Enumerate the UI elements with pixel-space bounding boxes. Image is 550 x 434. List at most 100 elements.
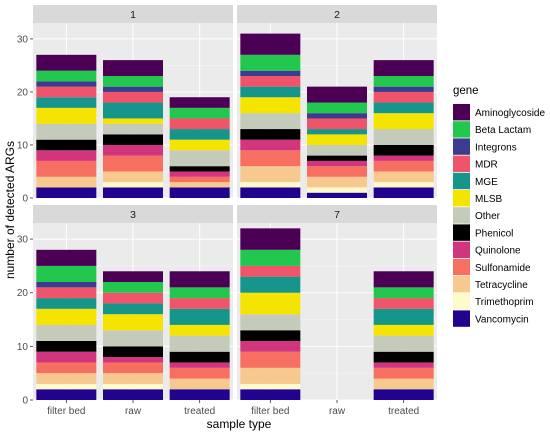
bar-segment-phenicol [169,166,230,172]
bar-segment-other [36,324,97,341]
facet-strip [33,5,233,23]
bar-segment-mlsb [373,324,434,336]
bar-segment-mge [169,129,230,140]
bar-segment-quinolone [103,357,163,363]
bar-segment-mge [169,308,230,325]
bar-segment-trimethoprim [307,187,367,193]
legend-swatch [453,155,470,172]
bar-segment-vancomycin [240,187,301,198]
bar-segment-other [240,314,301,331]
bar-segment-quinolone [169,171,230,177]
bar-segment-quinolone [373,362,434,368]
legend-item: Aminoglycoside [453,104,545,121]
legend-label: Vancomycin [475,314,529,325]
facet-panel-2: 2 [237,5,437,199]
bar-segment-beta-lactam [103,282,163,293]
legend-item: Sulfonamide [453,258,531,276]
legend-label: Phenicol [475,228,513,239]
bar-segment-quinolone [103,144,163,156]
legend: gene Aminoglycoside Beta Lactam Integrons M… [453,85,545,327]
bar-segment-integrons [36,81,97,87]
legend-title: gene [453,85,479,97]
bar-segment-sulfonamide [36,362,97,374]
bar-segment-tetracycline [240,367,301,384]
bar-segment-tetracycline [169,378,230,390]
legend-swatch [453,224,470,241]
bar-segment-beta-lactam [36,70,97,82]
bar-segment-tetracycline [373,378,434,390]
bar-segment-mlsb [169,139,230,151]
bar-segment-sulfonamide [103,155,163,172]
bar-segment-other [169,335,230,352]
bar-segment-aminoglycoside [169,97,230,108]
legend-swatch [453,310,470,327]
x-tick-label: raw [329,406,346,417]
bar-segment-sulfonamide [373,160,434,172]
legend-swatch [453,207,470,224]
bar-segment-beta-lactam [240,249,301,266]
bar-segment-tetracycline [307,176,367,188]
bar-segment-mdr [373,298,434,309]
legend-swatch [453,104,470,121]
bar-segment-other [169,150,230,167]
bar-segment-phenicol [240,330,301,341]
legend-label: Quinolone [475,246,521,257]
bar-segment-tetracycline [103,171,163,183]
bar-segment-mdr [36,86,97,98]
bar-segment-quinolone [307,160,367,167]
bar-segment-mlsb [169,324,230,336]
bar-segment-tetracycline [240,166,301,183]
bar-segment-mdr [373,91,434,103]
bar-segment-aminoglycoside [307,86,367,103]
bar-segment-mge [373,102,434,114]
bar-segment-mdr [240,76,301,87]
bar-segment-integrons [240,70,301,77]
legend-swatch [453,190,470,207]
legend-label: Aminoglycoside [475,108,545,119]
bar-segment-quinolone [36,351,97,363]
legend-swatch [453,293,470,310]
bar-segment-aminoglycoside [373,271,434,288]
bar-segment-mge [36,97,97,108]
facet-strip-label: 7 [334,209,340,221]
bar-segment-tetracycline [103,373,163,384]
x-tick-label: treated [388,406,419,417]
bar-segment-vancomycin [169,187,230,198]
bar-segment-integrons [103,86,163,92]
bar-segment-phenicol [169,351,230,363]
bar-segment-aminoglycoside [36,54,97,71]
x-tick-label: treated [184,406,215,417]
y-tick-label: 10 [17,140,29,151]
facet-strip-label: 3 [130,209,136,221]
bar-segment-beta-lactam [373,287,434,299]
bar-segment-sulfonamide [169,367,230,379]
y-tick-label: 30 [17,34,29,45]
legend-swatch [453,172,470,190]
bar-segment-sulfonamide [307,166,367,177]
legend-item: Quinolone [453,241,521,258]
bar-segment-vancomycin [103,187,163,198]
bar-segment-mdr [103,91,163,103]
bar-segment-integrons [373,86,434,92]
bar-segment-mdr [36,287,97,299]
bar-segment-other [103,330,163,347]
bar-segment-mge [103,303,163,315]
bar-segment-trimethoprim [240,182,301,188]
bar-segment-mlsb [103,314,163,331]
y-tick-label: 20 [17,87,29,98]
bar-segment-mlsb [373,113,434,130]
bar-segment-aminoglycoside [169,271,230,288]
bar-segment-sulfonamide [36,160,97,177]
bar-segment-mdr [307,118,367,130]
y-tick-label: 30 [17,235,29,246]
bar-segment-tetracycline [36,373,97,384]
x-tick-label: filter bed [251,406,289,417]
y-tick-label: 0 [22,396,28,407]
legend-item: MGE [453,172,498,190]
bar-segment-aminoglycoside [240,228,301,250]
bar-segment-other [103,123,163,135]
bar-segment-sulfonamide [240,150,301,167]
bar-segment-mlsb [103,118,163,124]
legend-label: Other [475,211,501,222]
